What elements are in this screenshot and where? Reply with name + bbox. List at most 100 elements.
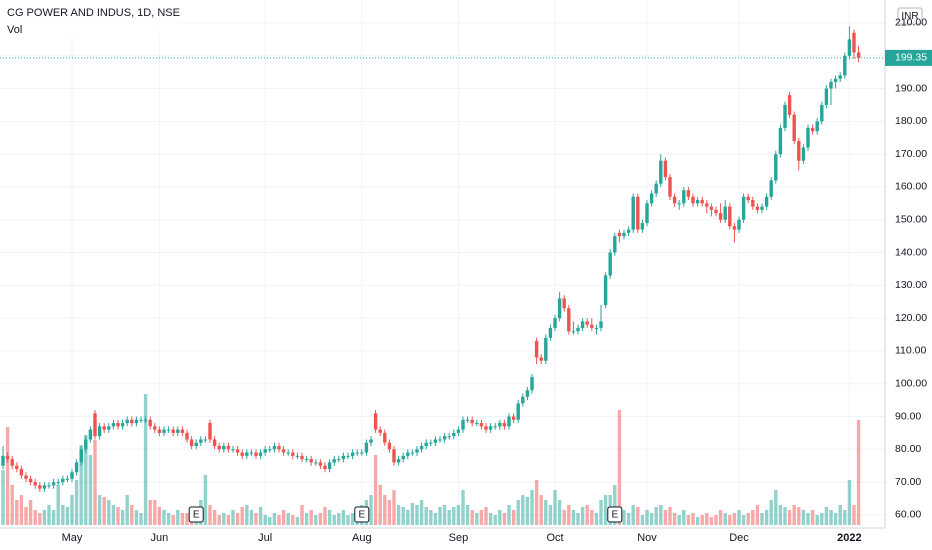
y-tick-label: 70.00	[895, 476, 921, 488]
candle-body	[571, 331, 576, 333]
candle-body	[309, 459, 313, 463]
candle-body	[139, 419, 143, 421]
volume-bar	[548, 505, 553, 525]
y-tick-label: 140.00	[895, 246, 927, 258]
candle-body	[815, 121, 819, 132]
volume-bar	[442, 505, 447, 525]
volume-bar	[327, 510, 332, 525]
volume-bar	[24, 507, 28, 525]
candle-body	[654, 183, 658, 194]
volume-bar	[79, 445, 83, 525]
earnings-marker[interactable]	[354, 506, 370, 523]
candle-body	[475, 423, 479, 425]
candle-body	[677, 203, 681, 205]
volume-bar	[465, 505, 470, 525]
candle-body	[171, 429, 175, 433]
volume-bar	[120, 510, 125, 525]
candle-body	[511, 416, 516, 420]
candle-body	[769, 180, 773, 197]
volume-bar	[810, 510, 815, 525]
volume-bar	[594, 513, 599, 525]
candle-body	[452, 432, 456, 437]
candle-body	[401, 455, 405, 460]
volume-bar	[341, 510, 346, 525]
volume-bar	[249, 510, 254, 525]
currency-box[interactable]	[897, 7, 923, 25]
volume-bar	[530, 490, 534, 525]
volume-bar	[599, 500, 603, 525]
candle-body	[718, 213, 723, 220]
candle-body	[534, 341, 539, 358]
volume-bar	[369, 495, 373, 525]
volume-bar	[525, 497, 530, 525]
candle-body	[590, 324, 594, 328]
candle-body	[38, 485, 42, 489]
volume-bar	[539, 495, 543, 525]
candle-body	[852, 32, 856, 53]
candle-body	[97, 426, 102, 437]
volume-bar	[226, 515, 231, 525]
volume-bar	[640, 515, 645, 525]
candle-body	[843, 55, 847, 76]
volume-bar	[392, 490, 396, 525]
candle-body	[465, 419, 470, 421]
candle-body	[235, 449, 240, 453]
candle-body	[383, 432, 387, 443]
candle-body	[433, 439, 438, 443]
candle-body	[838, 75, 842, 79]
volume-bar	[649, 513, 654, 525]
earnings-marker[interactable]	[607, 506, 623, 523]
candle-body	[755, 206, 760, 210]
currency: INR	[901, 11, 918, 22]
y-tick-label: 110.00	[895, 345, 926, 357]
y-tick-label: 170.00	[895, 148, 927, 160]
candle-body	[318, 462, 323, 466]
volume-bar	[654, 507, 658, 525]
volume-bar	[148, 500, 152, 525]
volume-bar	[838, 505, 842, 525]
candle-body	[130, 419, 134, 424]
volume-bar	[636, 507, 640, 525]
y-tick-label: 130.00	[895, 279, 927, 291]
candle-body	[682, 190, 686, 204]
candle-body	[691, 196, 695, 204]
volume-bar	[350, 513, 355, 525]
volume-bar	[571, 510, 576, 525]
volume-bar	[511, 510, 516, 525]
candle-body	[562, 298, 566, 309]
volume-bar	[185, 513, 189, 525]
volume-bar	[456, 505, 461, 525]
candle-body	[820, 104, 824, 122]
volume-bar	[162, 510, 166, 525]
volume-bar	[1, 470, 5, 525]
volume-bar	[107, 500, 111, 525]
candle-body	[337, 459, 341, 461]
volume-bar	[755, 505, 760, 525]
candle-body	[84, 439, 88, 450]
candle-body	[1, 455, 5, 466]
earnings-marker[interactable]	[188, 506, 204, 523]
volume-label: Vol	[7, 24, 22, 36]
x-tick-label: Jun	[151, 532, 169, 544]
candle-body	[189, 439, 194, 447]
candle-body	[65, 478, 70, 480]
volume-bar	[741, 515, 746, 525]
candle-body	[93, 413, 97, 437]
volume-bar	[567, 505, 571, 525]
volume-bar	[383, 495, 387, 525]
candle-body	[323, 465, 327, 469]
candle-body	[157, 429, 162, 433]
volume-bar	[521, 495, 525, 525]
volume-bar	[153, 500, 157, 525]
candle-body	[594, 327, 599, 329]
candle-body	[194, 442, 198, 447]
x-tick-label: Nov	[637, 532, 657, 544]
candle-body	[281, 449, 286, 453]
candle-body	[856, 52, 861, 58]
volume-bar	[203, 475, 208, 525]
volume-bar	[231, 510, 235, 525]
x-tick-label: Oct	[546, 532, 563, 544]
volume-bar	[171, 515, 175, 525]
volume-bar	[824, 507, 829, 525]
